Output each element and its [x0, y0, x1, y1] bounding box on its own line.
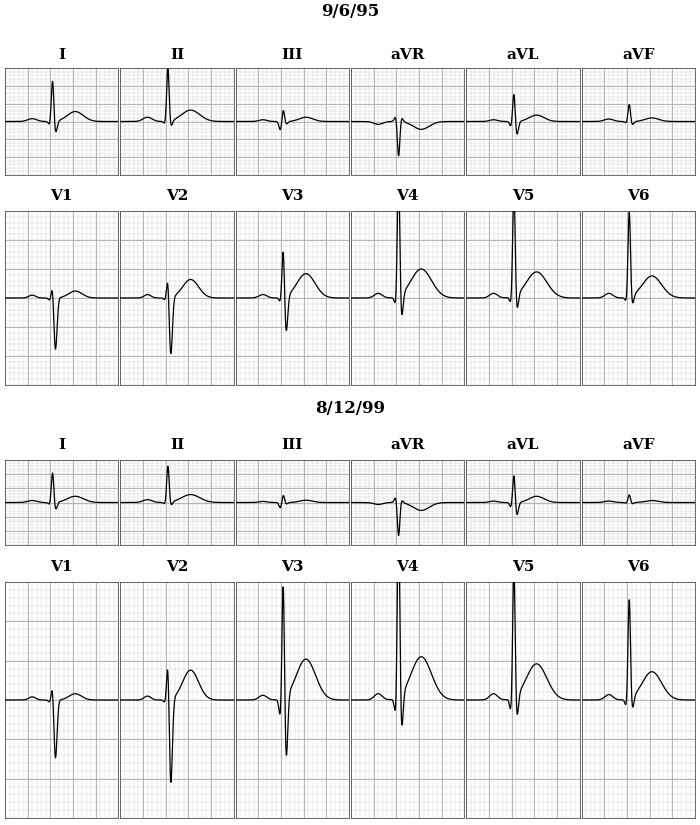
Text: aVL: aVL [507, 438, 539, 452]
Text: V5: V5 [512, 560, 534, 574]
Text: V4: V4 [396, 560, 419, 574]
Text: aVL: aVL [507, 48, 539, 62]
Text: V1: V1 [50, 189, 73, 203]
Text: aVF: aVF [622, 48, 654, 62]
Text: V5: V5 [512, 189, 534, 203]
Text: II: II [170, 48, 184, 62]
Text: V4: V4 [396, 189, 419, 203]
Text: V6: V6 [627, 189, 650, 203]
Text: III: III [281, 438, 303, 452]
Text: 9/6/95: 9/6/95 [321, 3, 379, 21]
Text: V2: V2 [166, 560, 188, 574]
Text: aVR: aVR [391, 438, 425, 452]
Text: aVF: aVF [622, 438, 654, 452]
Text: I: I [58, 48, 65, 62]
Text: V3: V3 [281, 560, 304, 574]
Text: V2: V2 [166, 189, 188, 203]
Text: aVR: aVR [391, 48, 425, 62]
Text: III: III [281, 48, 303, 62]
Text: 8/12/99: 8/12/99 [315, 399, 385, 417]
Text: II: II [170, 438, 184, 452]
Text: V3: V3 [281, 189, 304, 203]
Text: I: I [58, 438, 65, 452]
Text: V6: V6 [627, 560, 650, 574]
Text: V1: V1 [50, 560, 73, 574]
